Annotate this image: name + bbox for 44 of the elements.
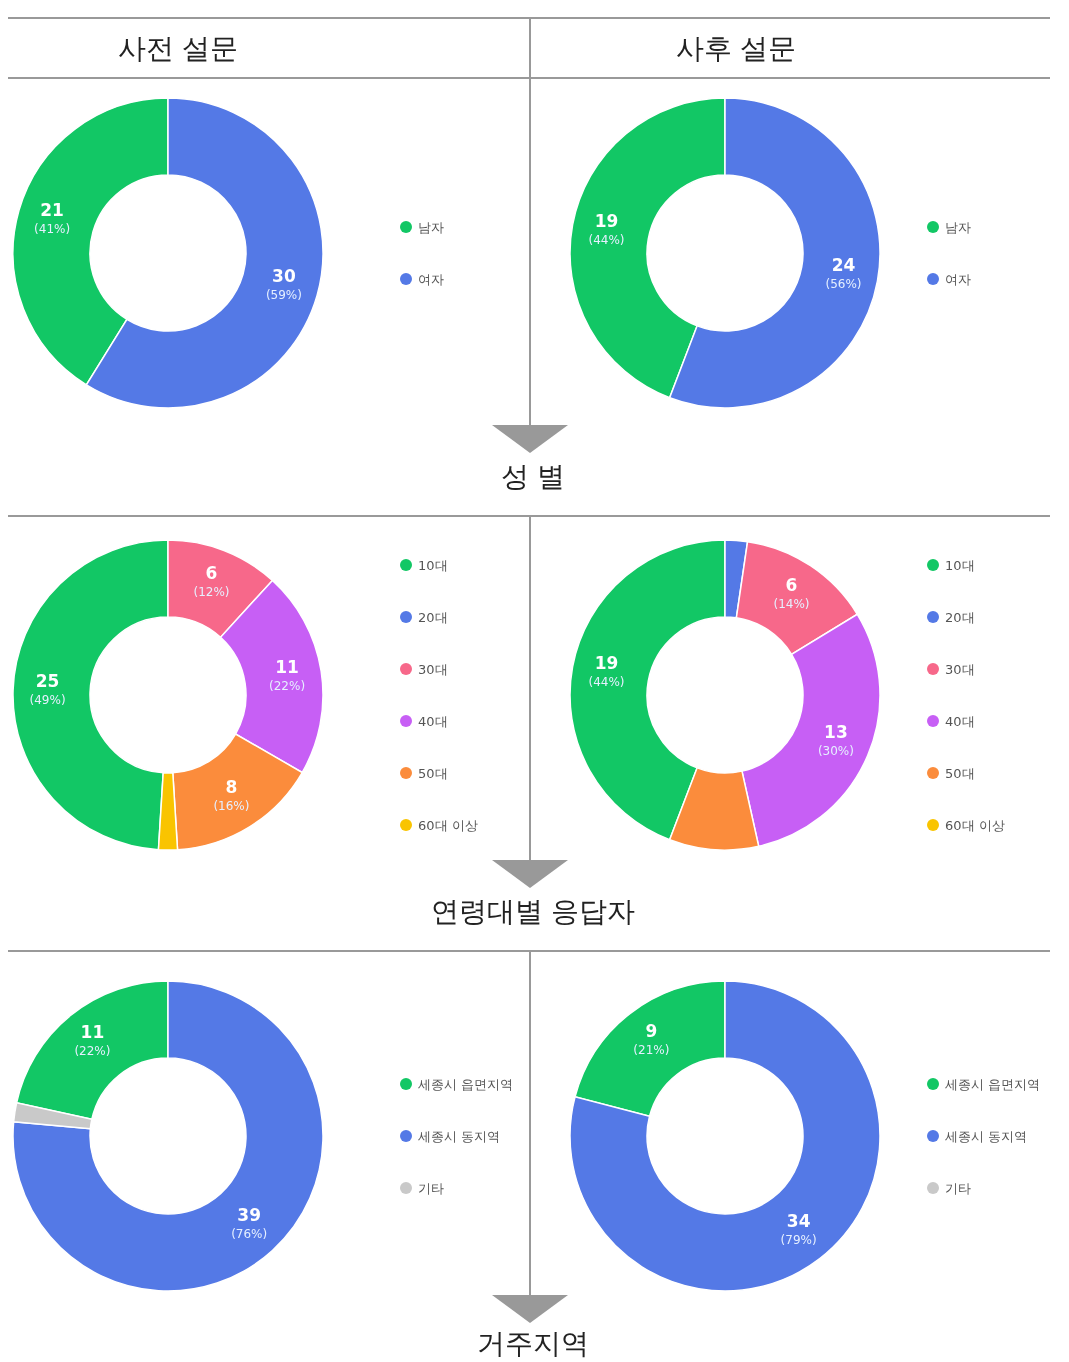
data-label: 11 (22%) <box>74 1022 111 1059</box>
data-label: 11 (22%) <box>269 656 306 693</box>
legend-label: 남자 <box>945 220 971 235</box>
legend-label: 20대 <box>418 610 448 625</box>
data-label: 34 (79%) <box>780 1211 817 1248</box>
data-label: 8 (16%) <box>213 777 250 814</box>
data-label: 39 (76%) <box>231 1205 268 1242</box>
legend-label: 여자 <box>418 272 444 287</box>
data-label: 30 (59%) <box>265 265 302 302</box>
legend-label: 30대 <box>418 662 448 677</box>
legend-label: 기타 <box>418 1181 444 1196</box>
legend-label: 세종시 읍면지역 <box>418 1077 514 1092</box>
legend-label: 60대 이상 <box>945 818 1005 833</box>
legend-label: 기타 <box>945 1181 971 1196</box>
legend-label: 40대 <box>945 714 975 729</box>
donut-slice <box>12 980 324 1292</box>
legend-label: 20대 <box>945 610 975 625</box>
legend-label: 50대 <box>418 766 448 781</box>
data-label: 19 (44%) <box>588 653 625 690</box>
legend-label: 10대 <box>418 558 448 573</box>
chart-title: 사전 설문 <box>117 32 239 65</box>
chart-title: 사후 설문 <box>675 32 797 65</box>
data-label: 6 (14%) <box>773 574 810 611</box>
data-label: 25 (49%) <box>29 671 66 708</box>
legend-label: 30대 <box>945 662 975 677</box>
legend-label: 60대 이상 <box>418 818 478 833</box>
data-label: 6 (12%) <box>193 562 230 599</box>
legend-label: 10대 <box>945 558 975 573</box>
legend-label: 남자 <box>418 220 444 235</box>
data-label: 21 (41%) <box>34 200 71 237</box>
legend-label: 50대 <box>945 766 975 781</box>
data-label: 24 (56%) <box>825 254 862 291</box>
text: 성 별 <box>500 460 566 493</box>
legend-label: 세종시 동지역 <box>945 1129 1028 1144</box>
data-label: 13 (30%) <box>817 722 854 759</box>
legend-label: 세종시 읍면지역 <box>945 1077 1041 1092</box>
legend-label: 여자 <box>945 272 971 287</box>
text: 연령대별 응답자 <box>430 895 636 928</box>
data-label: 19 (44%) <box>588 211 625 248</box>
text: 거주지역 <box>477 1327 589 1360</box>
legend-label: 세종시 동지역 <box>418 1129 501 1144</box>
donut-slice <box>569 980 881 1292</box>
data-label: 9 (21%) <box>633 1020 670 1057</box>
legend-label: 40대 <box>418 714 448 729</box>
